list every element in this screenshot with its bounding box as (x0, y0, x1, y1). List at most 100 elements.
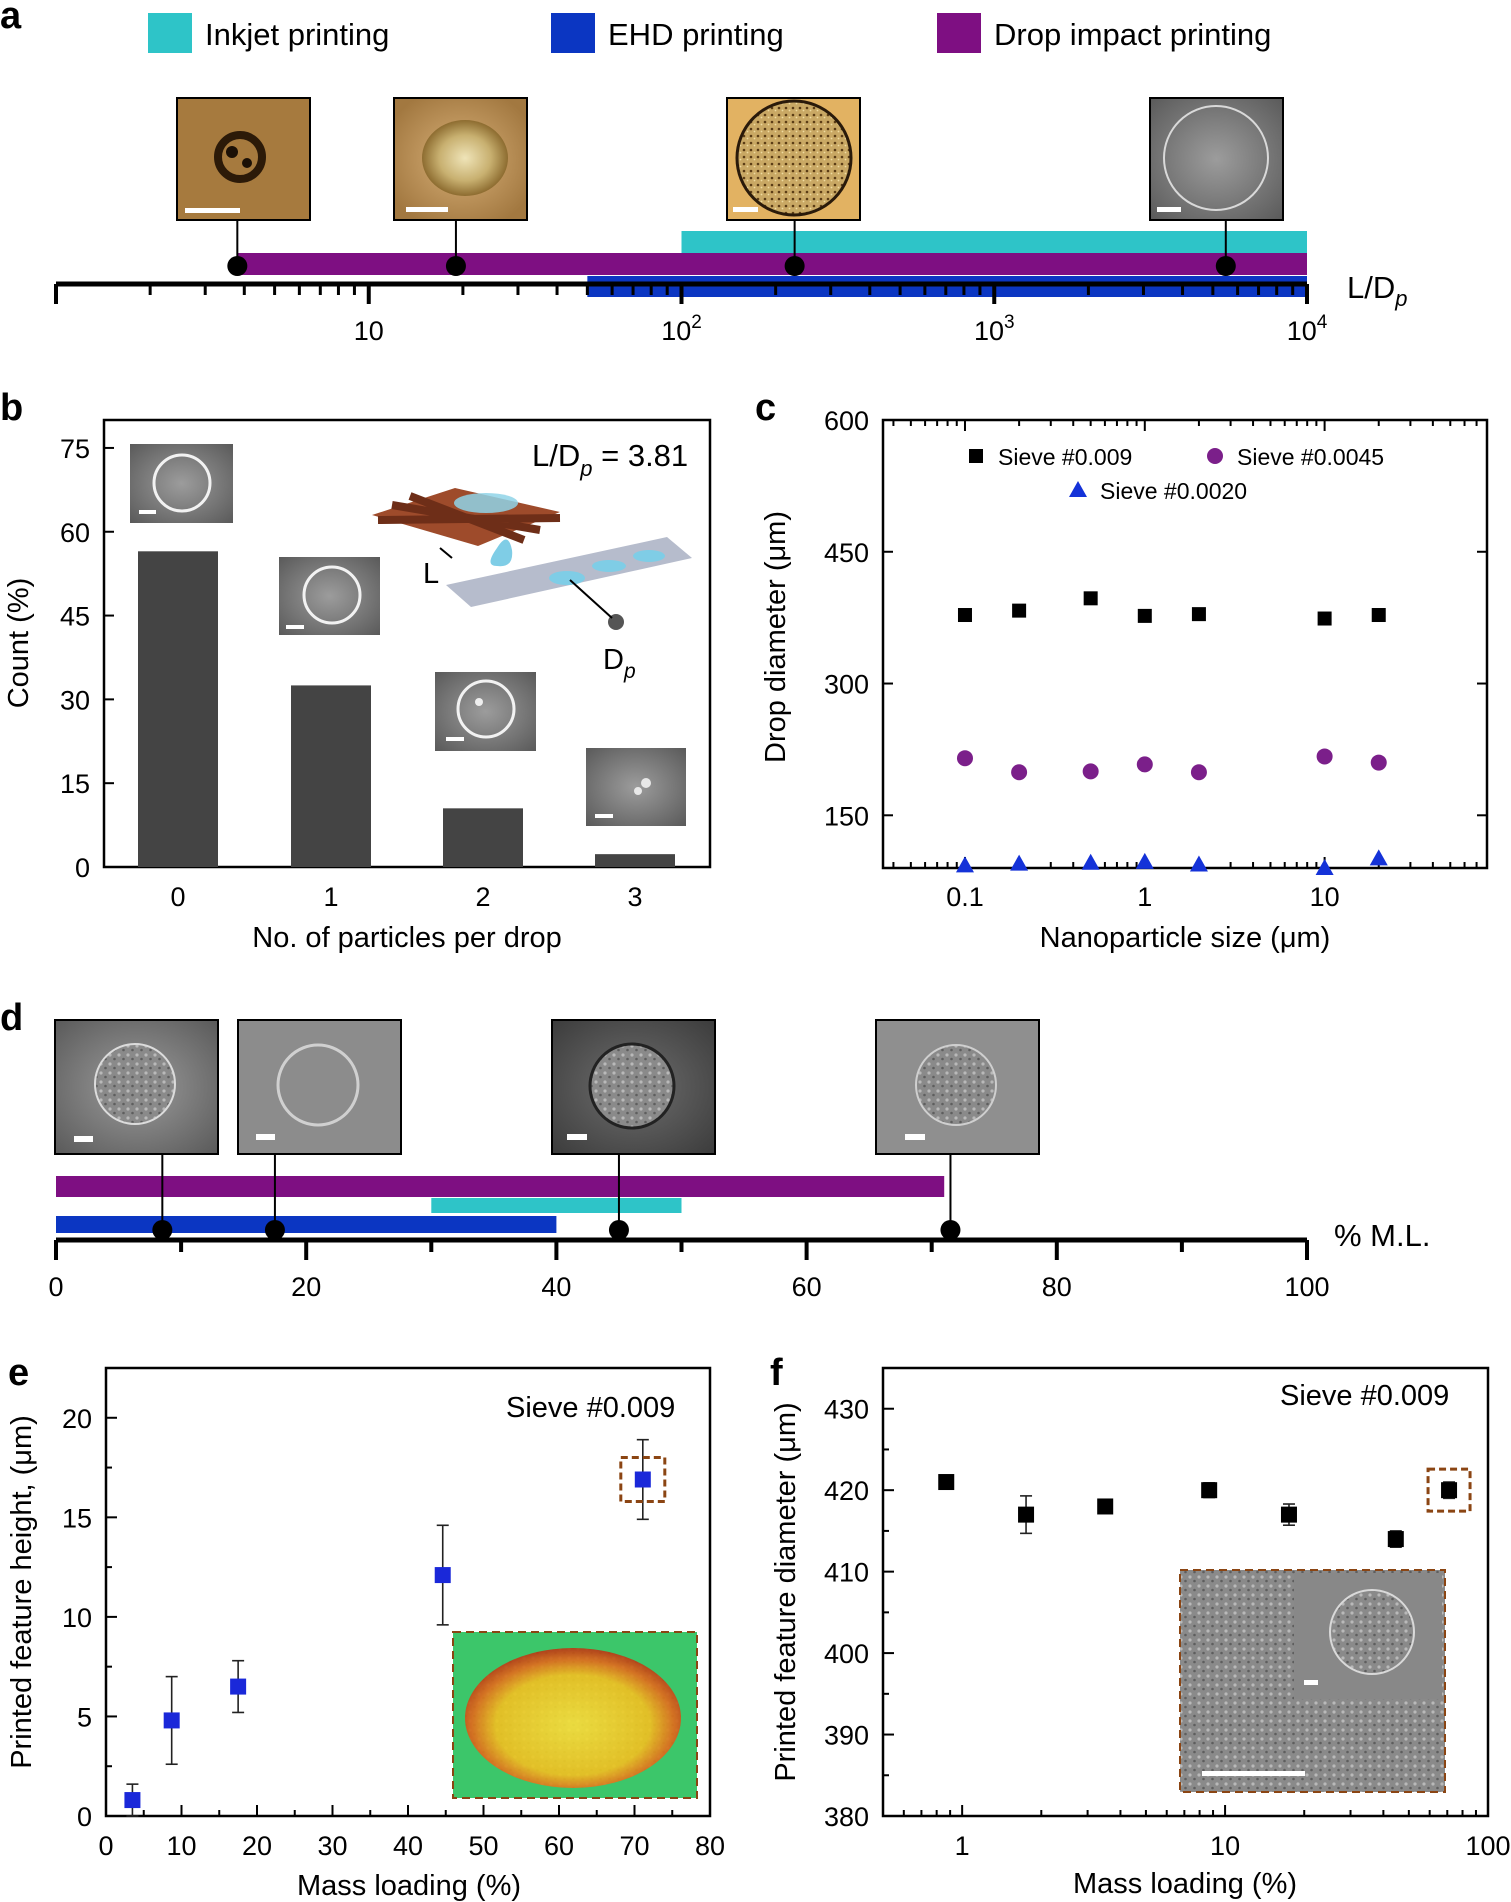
schematic-label-l: L (423, 558, 439, 590)
legend-swatch-inkjet (148, 13, 192, 53)
range-bars-d (56, 1176, 945, 1233)
marker-dot-a (227, 256, 248, 276)
legend-marker-c (969, 449, 983, 463)
plot-frame-f (881, 1366, 1490, 1818)
ytick-label-e: 5 (77, 1702, 92, 1732)
xtick-label-f: 1 (955, 1831, 970, 1861)
panel-f: 1 10 100 380 390 400 410 420 430 Sieve #0.009 Ma… (770, 1366, 1511, 1900)
legend-swatch-ehd (551, 13, 595, 53)
ytick-label-f: 380 (824, 1802, 869, 1832)
sem-4 (875, 1019, 1040, 1155)
legend-label-c: Sieve #0.009 (998, 444, 1132, 470)
tick-label-d: 100 (1284, 1272, 1329, 1302)
range-bars-a (237, 231, 1308, 297)
highlight-box-e (619, 1456, 667, 1504)
xtick-label-b: 1 (323, 882, 338, 912)
point-c-series-1 (1082, 763, 1099, 780)
point-e (124, 1792, 141, 1809)
range-bar-d-0 (56, 1176, 945, 1197)
point-c-series-1 (1316, 748, 1333, 765)
range-bar-1 (237, 253, 1308, 275)
plot-frame-b (102, 418, 712, 869)
xtick-label-c: 1 (1137, 882, 1152, 912)
xtick-label-c: 10 (1310, 882, 1340, 912)
point-e (634, 1471, 651, 1488)
ytick-label-f: 410 (824, 1558, 869, 1588)
xtick-label-e: 0 (98, 1831, 113, 1861)
xlabel-c: Nanoparticle size (μm) (1040, 922, 1331, 954)
annotation-f: Sieve #0.009 (1280, 1380, 1449, 1412)
bar-0 (138, 551, 218, 867)
xtick-label-b: 0 (170, 882, 185, 912)
ylabel-b: Count (%) (3, 578, 35, 709)
point-e (230, 1678, 247, 1695)
point-c-series-1 (1370, 754, 1387, 771)
point-f (1201, 1482, 1218, 1499)
panel-e: 0 10 20 30 40 50 60 70 80 0 5 10 15 20 Sieve #0.009 M… (6, 1366, 725, 1902)
tick-label-d: 0 (48, 1272, 63, 1302)
bar-3 (595, 854, 675, 867)
ytick-label-c: 150 (824, 801, 869, 831)
tick-label-a: 102 (661, 312, 702, 346)
inset-sem-surface (1179, 1569, 1446, 1793)
ylabel-c: Drop diameter (μm) (760, 511, 792, 763)
ytick-label-e: 20 (62, 1404, 92, 1434)
point-f (1018, 1506, 1035, 1523)
xlabel-b: No. of particles per drop (252, 922, 561, 954)
legend-swatch-drop-impact (937, 13, 981, 53)
xtick-label-b: 2 (475, 882, 490, 912)
tick-label-d: 20 (291, 1272, 321, 1302)
ytick-label-c: 600 (824, 406, 869, 436)
xtick-label-b: 3 (627, 882, 642, 912)
point-f (1280, 1506, 1297, 1523)
panel-a: Inkjet printing EHD printing Drop impact… (54, 13, 1408, 346)
inset-sem-3-particles (586, 748, 686, 826)
panel-label-d: d (0, 997, 23, 1039)
panel-label-e: e (8, 1352, 29, 1394)
ytick-label-e: 0 (77, 1802, 92, 1832)
point-f (1387, 1531, 1404, 1548)
axis-label-a: L/Dp (1347, 270, 1408, 311)
sem-3 (551, 1019, 716, 1155)
points-c (955, 591, 1388, 875)
point-c-series-0 (1012, 603, 1027, 618)
inset-height-map (452, 1631, 698, 1799)
ytick-label-b: 45 (60, 602, 90, 632)
tick-label-d: 80 (1042, 1272, 1072, 1302)
point-c-series-2 (1135, 852, 1154, 869)
sem-2 (237, 1019, 402, 1155)
point-f (1441, 1482, 1458, 1499)
xtick-label-c: 0.1 (946, 882, 984, 912)
marker-dot-a (1215, 256, 1236, 276)
point-c-series-2 (1369, 849, 1388, 866)
range-bar-0 (681, 231, 1307, 254)
bar-2 (443, 808, 523, 867)
points-e (124, 1438, 667, 1817)
point-c-series-1 (1011, 764, 1028, 781)
inset-sem-2-particles (435, 672, 536, 751)
point-c-series-0 (1317, 611, 1332, 626)
ytick-label-c: 450 (824, 538, 869, 568)
point-c-series-2 (1315, 859, 1334, 875)
annotation-b: L/Dp = 3.81 (532, 438, 688, 481)
panel-label-f: f (770, 1352, 783, 1394)
ytick-label-f: 390 (824, 1721, 869, 1751)
panel-label-b: b (0, 387, 23, 429)
marker-dot-a (445, 256, 466, 276)
point-c-series-0 (1083, 591, 1098, 606)
xtick-label-e: 30 (317, 1831, 347, 1861)
ytick-label-e: 10 (62, 1603, 92, 1633)
axes-f: 1 10 100 380 390 400 410 420 430 (824, 1367, 1511, 1861)
marker-dot-d (608, 1220, 629, 1240)
marker-dot-d (940, 1220, 961, 1240)
ytick-label-b: 0 (75, 853, 90, 883)
ytick-label-e: 15 (62, 1503, 92, 1533)
xtick-label-e: 20 (242, 1831, 272, 1861)
range-bar-d-2 (56, 1216, 557, 1233)
marker-dot-d (152, 1220, 173, 1240)
xtick-label-f: 100 (1465, 1831, 1510, 1861)
panel-label-a: a (0, 0, 22, 37)
ytick-label-b: 60 (60, 518, 90, 548)
